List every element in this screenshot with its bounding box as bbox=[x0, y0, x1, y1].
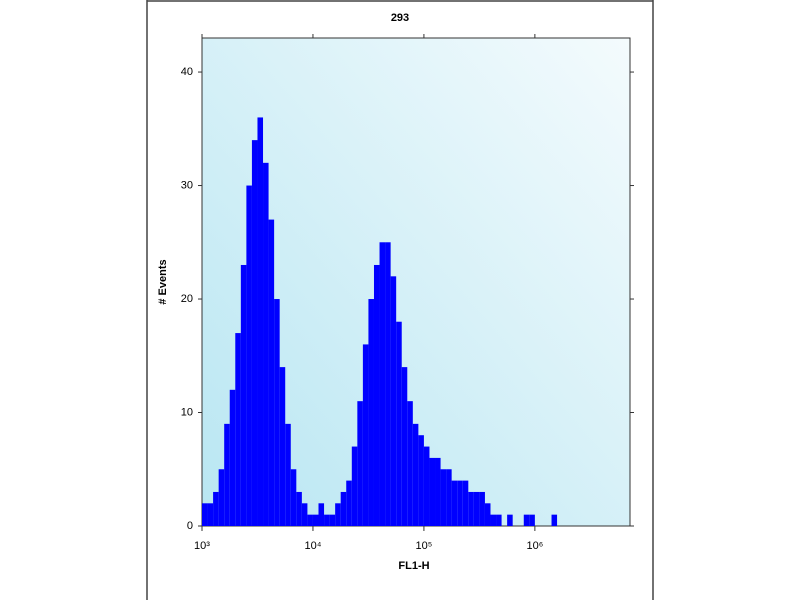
bar bbox=[451, 480, 458, 526]
y-tick-label: 40 bbox=[181, 66, 193, 78]
bar bbox=[396, 321, 402, 526]
bar bbox=[229, 389, 236, 526]
bar bbox=[523, 514, 530, 526]
bar bbox=[379, 242, 386, 527]
x-tick-label: 10⁴ bbox=[304, 540, 321, 552]
y-axis-label: # Events bbox=[157, 259, 169, 304]
bar bbox=[507, 514, 513, 526]
bar bbox=[246, 185, 252, 526]
bar bbox=[301, 503, 308, 526]
bar bbox=[551, 514, 558, 526]
bar bbox=[457, 480, 463, 526]
bar bbox=[296, 491, 302, 526]
bar bbox=[401, 367, 408, 526]
y-tick-label: 20 bbox=[181, 293, 193, 305]
bar bbox=[279, 367, 286, 526]
bar bbox=[529, 514, 535, 526]
bar bbox=[440, 469, 447, 526]
bar bbox=[290, 469, 297, 526]
bar bbox=[218, 469, 225, 526]
bar bbox=[390, 276, 397, 526]
bar bbox=[312, 514, 319, 526]
bar bbox=[496, 514, 502, 526]
bar bbox=[307, 514, 313, 526]
bar bbox=[407, 401, 413, 526]
bar bbox=[429, 457, 436, 526]
y-tick-label: 30 bbox=[181, 179, 193, 191]
bar bbox=[329, 514, 336, 526]
bar bbox=[490, 514, 497, 526]
bar bbox=[385, 242, 391, 527]
bar bbox=[435, 457, 441, 526]
chart-title: 293 bbox=[391, 12, 409, 24]
bar bbox=[362, 344, 369, 526]
bar bbox=[274, 299, 280, 526]
bar bbox=[373, 264, 380, 526]
bar bbox=[202, 503, 208, 526]
bar bbox=[207, 503, 214, 526]
x-tick-label: 10⁶ bbox=[526, 540, 543, 552]
x-tick-label: 10⁵ bbox=[416, 540, 433, 552]
bar bbox=[213, 491, 219, 526]
bar bbox=[468, 491, 474, 526]
bar bbox=[263, 162, 269, 526]
bar bbox=[479, 491, 485, 526]
bar bbox=[324, 514, 330, 526]
x-axis-label: FL1-H bbox=[398, 560, 429, 572]
bar bbox=[346, 480, 352, 526]
bar bbox=[423, 446, 430, 526]
bar bbox=[224, 423, 230, 526]
bar bbox=[257, 117, 264, 526]
x-tick-label: 10³ bbox=[194, 540, 210, 552]
bar bbox=[484, 503, 491, 526]
bar bbox=[285, 423, 291, 526]
bar bbox=[462, 480, 469, 526]
bar bbox=[318, 503, 325, 526]
bar bbox=[340, 491, 347, 526]
bar bbox=[351, 446, 358, 526]
bar bbox=[418, 435, 424, 526]
y-tick-label: 0 bbox=[187, 520, 193, 532]
bar bbox=[251, 140, 258, 527]
bar bbox=[368, 299, 374, 526]
bar bbox=[235, 333, 241, 526]
bar bbox=[446, 469, 452, 526]
bar bbox=[357, 401, 363, 526]
bar bbox=[473, 491, 480, 526]
y-tick-label: 10 bbox=[181, 406, 193, 418]
bar bbox=[240, 264, 247, 526]
bar bbox=[412, 423, 419, 526]
bar bbox=[268, 219, 275, 526]
bar bbox=[335, 503, 341, 526]
